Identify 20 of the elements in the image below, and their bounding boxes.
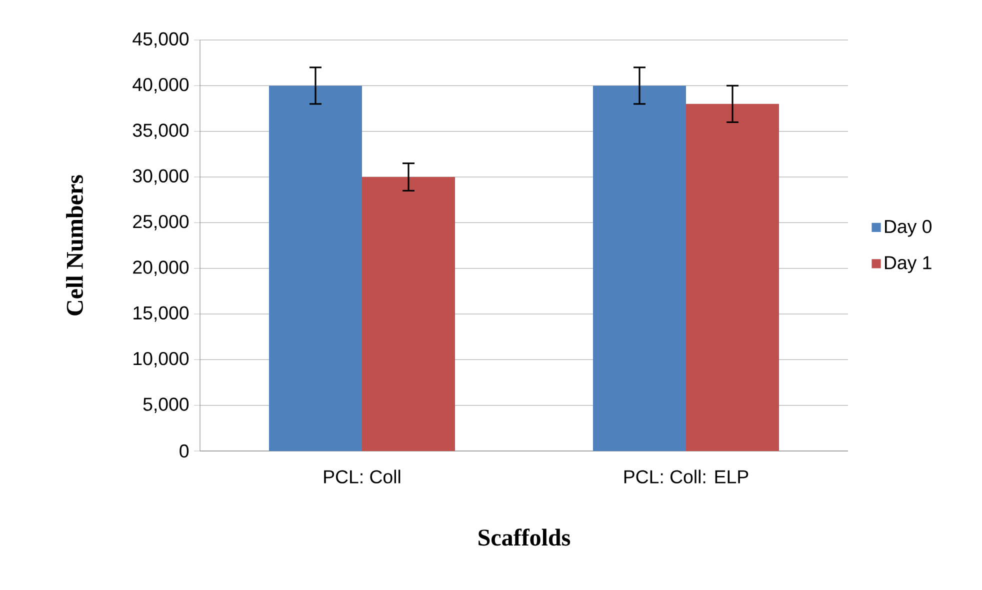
- x-tick-label: PCL: Coll: ELP: [624, 470, 748, 484]
- y-tick-label: 45,000: [132, 32, 189, 48]
- legend-label: Day 1: [885, 256, 932, 273]
- x-tick-label: PCL: Coll: [324, 470, 400, 484]
- y-tick-label: 30,000: [132, 169, 189, 185]
- y-tick-label: 0: [180, 444, 189, 458]
- bar: [362, 177, 456, 451]
- y-tick-label: 20,000: [133, 260, 189, 276]
- y-tick-label: 10,000: [134, 352, 189, 368]
- bar: [593, 86, 686, 451]
- x-axis-title: Scaffolds: [478, 528, 570, 546]
- y-tick-label: 5,000: [143, 398, 189, 414]
- y-tick-label: 25,000: [133, 214, 189, 230]
- bar: [269, 86, 362, 451]
- y-tick-label: 40,000: [132, 78, 189, 94]
- y-tick-label: 35,000: [132, 124, 189, 140]
- y-axis-title: Cell Numbers: [66, 175, 84, 316]
- bar: [686, 104, 780, 451]
- legend-label: Day 0: [885, 220, 932, 237]
- y-tick-label: 15,000: [134, 306, 189, 322]
